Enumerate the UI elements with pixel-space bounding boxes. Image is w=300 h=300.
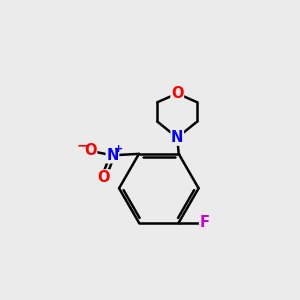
Text: F: F (200, 215, 210, 230)
Text: N: N (106, 148, 118, 163)
Text: −: − (76, 139, 88, 153)
Text: O: O (98, 170, 110, 185)
Text: O: O (84, 143, 97, 158)
Text: O: O (171, 86, 184, 101)
Text: N: N (171, 130, 183, 145)
Text: +: + (114, 144, 123, 154)
